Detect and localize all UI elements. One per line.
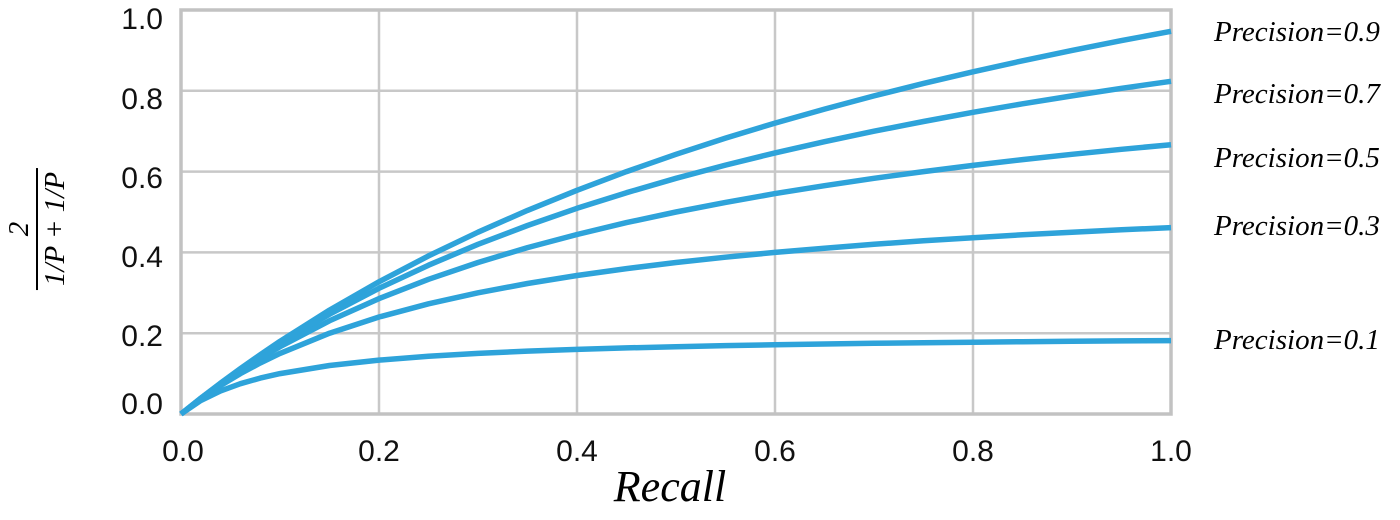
fraction-numerator: 2 xyxy=(3,221,35,237)
x-tick-1.0: 1.0 xyxy=(1150,435,1192,468)
annotation-precision-0.3: Precision=0.3 xyxy=(1214,210,1380,242)
y-tick-0.2: 0.2 xyxy=(121,320,163,353)
curve-precision-0.5 xyxy=(179,141,1172,417)
x-axis-label: Recall xyxy=(613,462,727,511)
annotation-precision-0.5: Precision=0.5 xyxy=(1214,142,1380,174)
y-tick-0.8: 0.8 xyxy=(121,83,163,116)
y-tick-0.4: 0.4 xyxy=(121,241,163,274)
y-tick-0.0: 0.0 xyxy=(121,388,163,421)
curve-precision-0.1 xyxy=(179,337,1172,417)
plot-frame xyxy=(179,8,1173,416)
curve-precision-0.9 xyxy=(179,28,1172,417)
y-tick-0.6: 0.6 xyxy=(121,162,163,195)
y-tick-1.0: 1.0 xyxy=(121,3,163,36)
annotation-precision-0.1: Precision=0.1 xyxy=(1214,324,1380,356)
annotation-precision-0.9: Precision=0.9 xyxy=(1214,16,1380,48)
x-tick-0.6: 0.6 xyxy=(754,435,796,468)
x-tick-0.8: 0.8 xyxy=(952,435,994,468)
x-tick-0.4: 0.4 xyxy=(556,435,598,468)
curve-precision-0.3 xyxy=(179,224,1172,417)
annotation-precision-0.7: Precision=0.7 xyxy=(1214,78,1380,110)
x-tick-0.2: 0.2 xyxy=(358,435,400,468)
x-tick-0.0: 0.0 xyxy=(162,435,204,468)
